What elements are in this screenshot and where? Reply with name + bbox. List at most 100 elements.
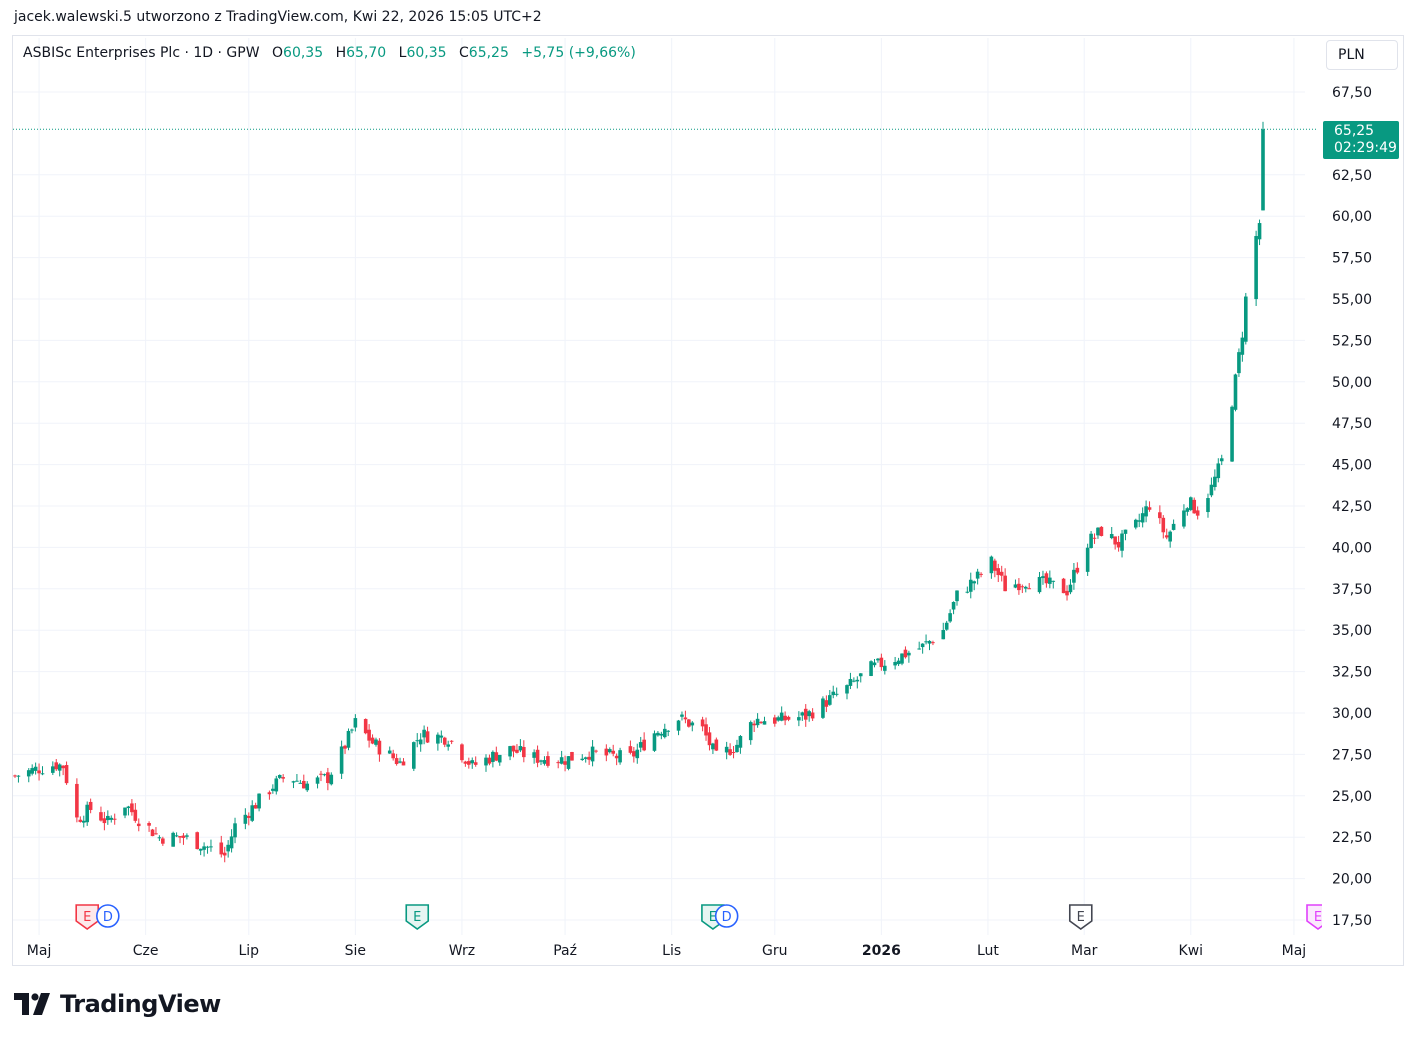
candle-body-2025-09-12: [497, 754, 502, 763]
candle-body-2025-05-14: [81, 820, 86, 823]
candle-body-2025-07-17: [301, 780, 306, 789]
candle-body-2026-03-26: [1168, 531, 1172, 542]
time-tick-label: Maj: [27, 943, 52, 959]
candle-body-2025-12-15: [821, 698, 825, 718]
currency-button[interactable]: PLN: [1326, 40, 1398, 70]
candle-body-2026-01-02: [883, 665, 887, 671]
candle-body-2025-06-13: [185, 835, 189, 837]
candle-body-2026-02-20: [1051, 580, 1056, 582]
time-tick-label: Gru: [762, 943, 787, 959]
chart-frame: [12, 35, 1404, 966]
candle-body-2025-05-06: [54, 762, 59, 770]
candle-body-2026-03-25: [1164, 535, 1169, 538]
candle-body-2025-07-02: [250, 805, 255, 821]
candle-body-2025-07-24: [326, 772, 330, 784]
candle-body-2025-05-27: [126, 806, 131, 809]
high-label: H: [335, 45, 347, 61]
candle-body-2026-02-16: [1037, 576, 1042, 593]
price-axis[interactable]: 67,50 62,50 60,00 57,50 55,00 52,50 50,00 47,50…: [1332, 85, 1372, 929]
candle-body-2025-08-07: [374, 739, 378, 745]
candle-body-2025-06-09: [171, 832, 175, 847]
candle-body-2026-02-10: [1017, 583, 1021, 591]
candle-body-2026-01-23: [955, 590, 959, 602]
time-tick-label: Sie: [345, 943, 366, 959]
candle-body-2025-08-21: [422, 729, 426, 738]
candle-body-2026-01-30: [979, 573, 983, 575]
candle-body-2025-11-27: [759, 721, 763, 723]
price-tick-label: 55,00: [1332, 292, 1372, 308]
candle-body-2025-12-19: [834, 693, 839, 695]
price-tick-label: 40,00: [1332, 540, 1372, 556]
candle-body-2025-05-28: [130, 803, 134, 813]
candle-body-2025-11-26: [755, 718, 760, 726]
candle-body-2026-02-25: [1068, 584, 1073, 593]
candle-body-2025-12-26: [858, 673, 863, 677]
candle-body-2025-06-02: [147, 823, 151, 826]
candle-body-2025-10-07: [583, 757, 588, 759]
candle-body-2025-06-20: [209, 846, 213, 848]
candle-body-2025-07-10: [277, 775, 282, 778]
candle-body-2025-11-12: [707, 732, 712, 746]
price-tick-label: 37,50: [1332, 582, 1372, 598]
marker-label: E: [1077, 910, 1085, 925]
candle-body-2025-08-25: [436, 734, 440, 744]
candle-body-2025-11-28: [762, 721, 767, 725]
time-axis[interactable]: Maj Cze Lip Sie Wrz Paź Lis Gru 2026 Lut Mar Kwi Maj: [27, 943, 1306, 959]
candle-body-2025-12-18: [831, 691, 836, 696]
candle-body-2025-05-30: [136, 823, 141, 827]
candle-body-2025-07-29: [343, 745, 347, 749]
candle-body-2025-08-13: [394, 758, 399, 765]
candle-body-2026-03-30: [1182, 510, 1186, 527]
candle-body-2025-11-18: [728, 749, 732, 755]
candle-body-2026-02-12: [1023, 586, 1028, 589]
marker-label: E: [413, 910, 421, 925]
candle-body-2025-10-10: [594, 750, 598, 752]
symbol-title[interactable]: ASBISc Enterprises Plc · 1D · GPW: [23, 45, 260, 61]
candle-body-2025-08-08: [377, 740, 382, 755]
candle-body-2025-05-13: [78, 819, 83, 822]
candle-body-2025-10-01: [563, 761, 567, 765]
candle-body-2026-02-05: [999, 571, 1004, 576]
high-value: 65,70: [346, 45, 387, 61]
candle-body-2025-04-29: [30, 768, 34, 774]
candle-body-2025-09-19: [522, 746, 526, 758]
tradingview-logo[interactable]: TradingView: [14, 990, 221, 1018]
price-tick-label: 45,00: [1332, 458, 1372, 474]
candle-body-2025-09-03: [467, 761, 471, 765]
candle-body-2025-05-01: [37, 770, 41, 774]
candle-body-2026-01-14: [924, 641, 928, 643]
marker-label: E: [83, 910, 91, 925]
candle-body-2025-10-30: [662, 728, 667, 738]
candle-body-2025-06-12: [181, 835, 186, 838]
candle-body-2025-11-06: [687, 719, 691, 727]
candle-body-2025-09-16: [511, 745, 516, 752]
candle-body-2025-11-13: [711, 743, 715, 750]
marker-label: E: [709, 910, 717, 925]
candle-body-2025-10-16: [614, 755, 619, 759]
candle-body-2025-11-19: [731, 752, 736, 754]
candle-body-2026-02-06: [1003, 575, 1007, 592]
time-tick-label: Maj: [1282, 943, 1307, 959]
candle-body-2025-08-12: [391, 753, 395, 759]
candle-body-2026-01-28: [972, 581, 977, 584]
time-tick-label: Lis: [662, 943, 681, 959]
time-tick-label: Paź: [553, 943, 577, 959]
candle-body-2025-11-14: [714, 739, 719, 751]
candle-body-2026-02-24: [1065, 590, 1069, 596]
candle-body-2025-12-09: [800, 712, 805, 716]
candle-body-2025-09-26: [546, 756, 550, 766]
candle-body-2026-04-14: [1233, 374, 1238, 410]
price-tick-label: 57,50: [1332, 251, 1372, 267]
change-value: +5,75 (+9,66%): [521, 45, 636, 61]
candle-body-2026-03-24: [1161, 517, 1166, 533]
candle-body-2025-08-18: [412, 742, 416, 769]
candle-body-2026-01-29: [975, 571, 980, 579]
open-label: O: [272, 45, 284, 61]
candle-body-2025-04-25: [16, 775, 21, 777]
candle-body-2025-06-24: [222, 852, 227, 856]
candle-body-2026-04-17: [1244, 296, 1248, 342]
candle-body-2026-03-03: [1089, 533, 1093, 548]
candle-body-2025-07-25: [329, 774, 334, 785]
